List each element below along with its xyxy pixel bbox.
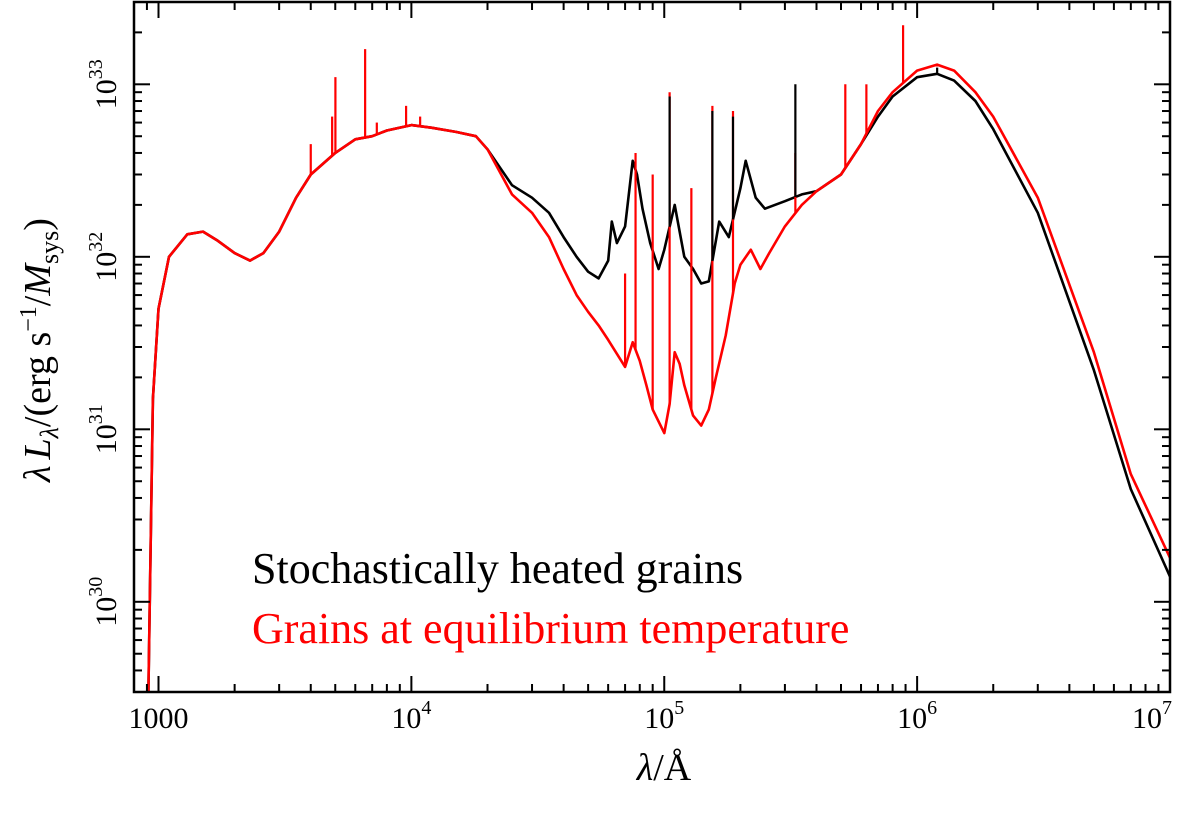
y-tick-label: 1031 [85,404,123,454]
series-line-0 [147,72,1172,693]
series-line-1 [147,63,1172,693]
y-tick-label: 1032 [85,232,123,282]
series-layer [147,63,1172,693]
tick-label-layer: 1000 104 105 106 107 1030 1031 1032 1033 [85,59,1172,735]
legend-entry-stochastic: Stochastically heated grains [252,544,743,593]
y-axis-label: λLλ/(erg s−1/Msys) [16,218,64,483]
tick-layer [133,1,1171,693]
x-tick-label: 107 [1132,697,1172,735]
y-tick-label: 1033 [85,59,123,109]
x-axis-label: λ/Å [636,747,692,789]
spike-layer [309,25,939,410]
legend-entry-equilibrium: Grains at equilibrium temperature [252,604,849,653]
x-tick-label: 105 [644,697,684,735]
x-tick-label: 106 [897,697,937,735]
x-tick-label: 1000 [129,702,189,735]
y-tick-label: 1030 [85,577,123,627]
x-tick-label: 104 [391,697,431,735]
